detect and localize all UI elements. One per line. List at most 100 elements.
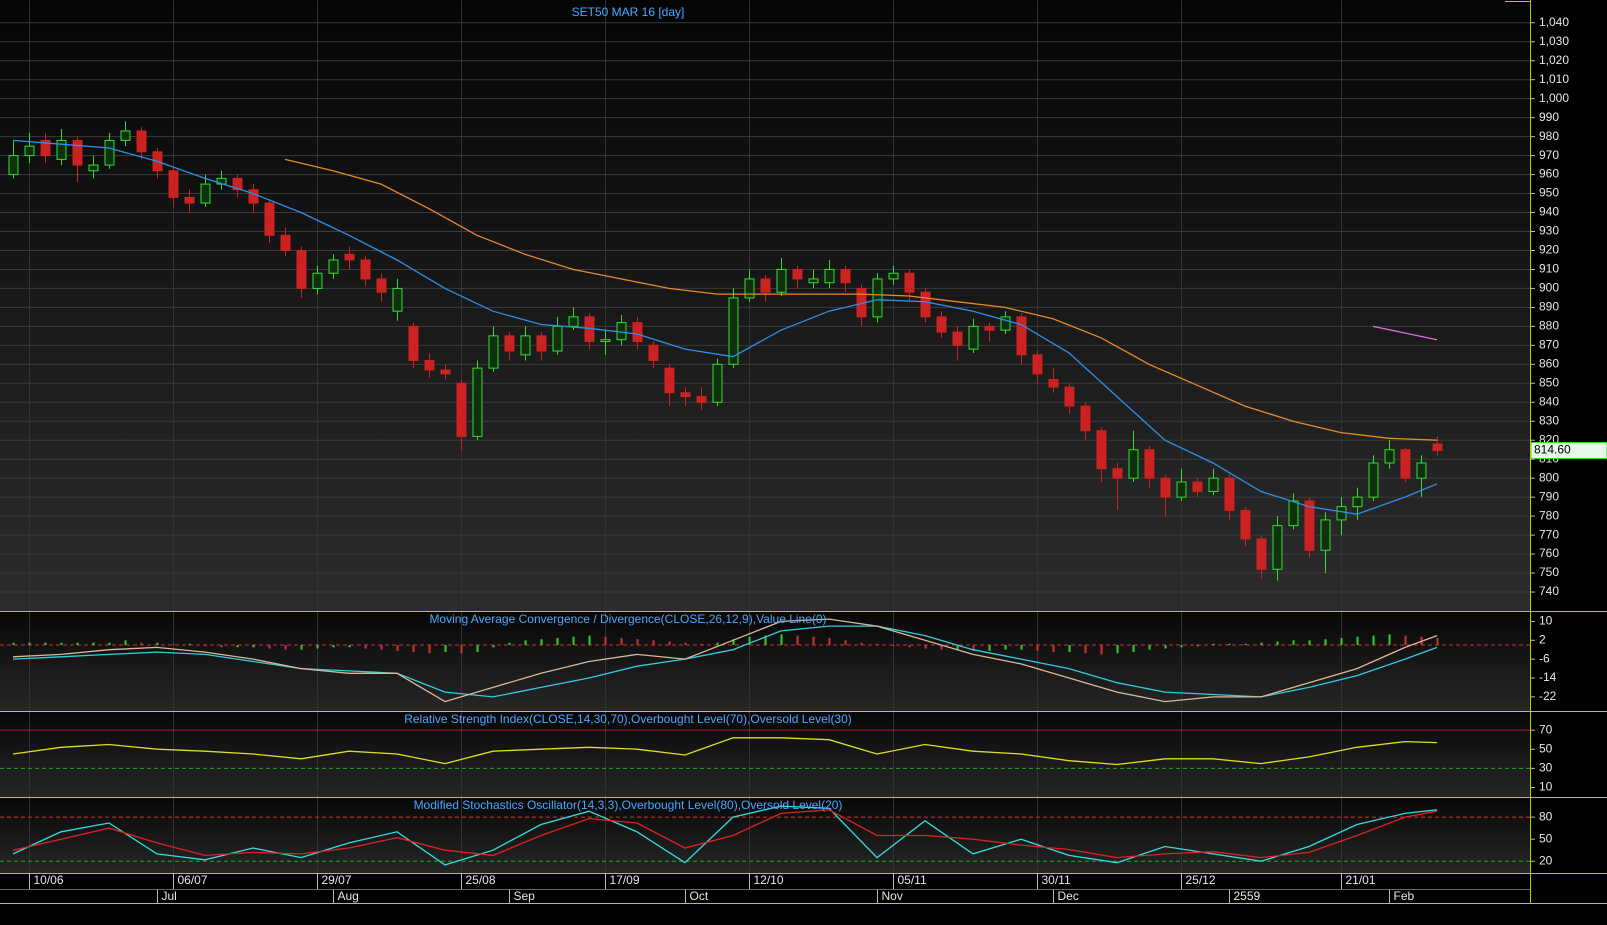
x-tick-label: 06/07 bbox=[178, 873, 208, 887]
series-line bbox=[1372, 325, 1438, 341]
candle-body bbox=[1320, 519, 1331, 551]
y-tick-label: 30 bbox=[1539, 761, 1553, 775]
candle-body bbox=[1080, 405, 1091, 432]
series-line bbox=[12, 805, 1438, 866]
candle-body bbox=[664, 367, 675, 394]
macd-panel-bg bbox=[0, 612, 1530, 711]
candle-body bbox=[1272, 525, 1283, 570]
candle-body bbox=[984, 325, 995, 331]
candle-body bbox=[504, 335, 515, 352]
candle-body bbox=[824, 268, 835, 284]
candle-body bbox=[1208, 477, 1219, 492]
x-tick-label: 12/10 bbox=[754, 873, 784, 887]
y-tick-label: 960 bbox=[1539, 167, 1559, 181]
y-tick-label: 10 bbox=[1539, 780, 1553, 794]
y-tick-label: -6 bbox=[1539, 651, 1550, 665]
x-month-label: Nov bbox=[882, 889, 903, 903]
candle-body bbox=[552, 325, 563, 352]
y-tick-label: 840 bbox=[1539, 394, 1559, 408]
candle-body bbox=[1032, 354, 1043, 375]
candle-body bbox=[440, 369, 451, 375]
y-tick-label: 940 bbox=[1539, 205, 1559, 219]
candle-body bbox=[696, 396, 707, 403]
candle-body bbox=[904, 272, 915, 293]
y-tick-label: 800 bbox=[1539, 470, 1559, 484]
x-month-label: Sep bbox=[514, 889, 536, 903]
y-tick-label: 880 bbox=[1539, 319, 1559, 333]
candle-body bbox=[1400, 449, 1411, 479]
candle-body bbox=[8, 155, 19, 176]
candle-body bbox=[1000, 316, 1011, 331]
stoch-panel-bg bbox=[0, 798, 1530, 873]
x-tick-label: 30/11 bbox=[1042, 873, 1071, 887]
candle-body bbox=[488, 335, 499, 369]
candle-body bbox=[1224, 477, 1235, 511]
candle-body bbox=[600, 339, 611, 343]
candle-body bbox=[568, 316, 579, 327]
y-tick-label: 950 bbox=[1539, 186, 1559, 200]
candle-body bbox=[936, 316, 947, 333]
x-tick-label: 10/06 bbox=[34, 873, 64, 887]
candle-body bbox=[392, 287, 403, 312]
candle-body bbox=[344, 253, 355, 261]
candle-body bbox=[792, 268, 803, 280]
x-tick-label: 17/09 bbox=[610, 873, 640, 887]
y-tick-label: 2 bbox=[1539, 632, 1546, 646]
x-tick-label: 21/01 bbox=[1346, 873, 1376, 887]
x-tick-label: 25/12 bbox=[1186, 873, 1216, 887]
y-tick-label: 50 bbox=[1539, 831, 1553, 845]
candle-body bbox=[264, 202, 275, 236]
y-tick-label: 780 bbox=[1539, 508, 1559, 522]
candle-body bbox=[1352, 496, 1363, 508]
candle-body bbox=[616, 322, 627, 341]
series-line bbox=[12, 809, 1438, 859]
candle-body bbox=[1240, 509, 1251, 540]
candle-body bbox=[136, 130, 147, 153]
y-tick-label: 20 bbox=[1539, 853, 1553, 867]
candle-body bbox=[24, 145, 35, 157]
candle-body bbox=[872, 278, 883, 318]
x-tick-label: 25/08 bbox=[466, 873, 496, 887]
x-month-label: Feb bbox=[1394, 889, 1415, 903]
y-tick-label: 1,020 bbox=[1539, 53, 1569, 67]
x-tick-label: 29/07 bbox=[322, 873, 352, 887]
panel-title: Modified Stochastics Oscillator(14,3,3),… bbox=[414, 798, 843, 812]
y-tick-label: 740 bbox=[1539, 584, 1559, 598]
y-tick-label: 1,030 bbox=[1539, 34, 1569, 48]
y-tick-label: 750 bbox=[1539, 565, 1559, 579]
y-tick-label: 790 bbox=[1539, 489, 1559, 503]
candle-body bbox=[952, 331, 963, 346]
candle-body bbox=[536, 335, 547, 352]
y-tick-label: 770 bbox=[1539, 527, 1559, 541]
y-tick-label: 870 bbox=[1539, 338, 1559, 352]
candle-body bbox=[1048, 379, 1059, 388]
candle-body bbox=[1432, 443, 1443, 451]
y-tick-label: 70 bbox=[1539, 722, 1553, 736]
y-tick-label: 1,000 bbox=[1539, 91, 1569, 105]
series-line bbox=[12, 625, 1438, 698]
candle-body bbox=[328, 259, 339, 274]
series-line bbox=[12, 139, 1438, 515]
candle-body bbox=[1176, 481, 1187, 498]
candle-body bbox=[168, 170, 179, 198]
candle-body bbox=[104, 139, 115, 166]
candle-body bbox=[1112, 468, 1123, 479]
candle-body bbox=[56, 139, 67, 160]
y-tick-label: 980 bbox=[1539, 129, 1559, 143]
candle-body bbox=[888, 272, 899, 280]
y-tick-label: 920 bbox=[1539, 243, 1559, 257]
candle-body bbox=[376, 278, 387, 293]
candle-body bbox=[728, 297, 739, 365]
candle-body bbox=[472, 367, 483, 437]
y-tick-label: -22 bbox=[1539, 689, 1557, 703]
candle-body bbox=[744, 278, 755, 299]
candle-body bbox=[120, 130, 131, 141]
panel-borders bbox=[0, 0, 1607, 904]
candle-body bbox=[920, 291, 931, 318]
candle-body bbox=[1064, 386, 1075, 407]
y-tick-label: 900 bbox=[1539, 281, 1559, 295]
y-tick-label: 830 bbox=[1539, 413, 1559, 427]
candle-body bbox=[280, 234, 291, 251]
